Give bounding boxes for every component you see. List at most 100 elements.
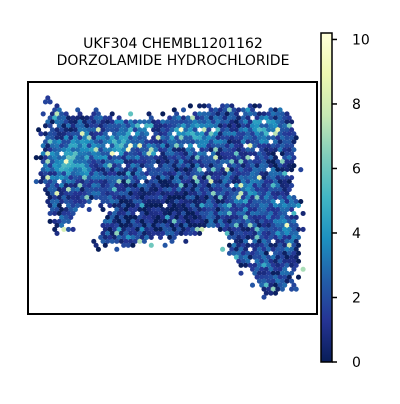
hexbin-cell <box>42 187 49 193</box>
hexbin-cell <box>65 139 72 145</box>
hexbin-cell <box>263 187 269 193</box>
hexbin-cell <box>187 167 193 173</box>
hexbin-cell <box>284 198 290 205</box>
hexbin-cell <box>123 230 129 236</box>
hexbin-cell <box>151 127 157 133</box>
hexbin-cell <box>247 127 253 133</box>
hexbin-cell <box>240 123 246 129</box>
hexbin-cell <box>252 143 258 149</box>
hexbin-cell <box>245 218 251 225</box>
hexbin-cell <box>217 202 223 209</box>
hexbin-cell <box>116 202 122 209</box>
hexbin-cell <box>289 246 295 252</box>
hexbin-cell <box>263 171 269 177</box>
hexbin-cell <box>185 218 191 225</box>
hexbin-cell <box>128 167 134 173</box>
hexbin-cell <box>286 250 292 256</box>
hexbin-cell <box>132 151 138 157</box>
hexbin-cell <box>121 179 127 185</box>
hexbin-cell <box>224 103 230 109</box>
hexbin-cell <box>146 191 152 197</box>
hexbin-cell <box>160 127 166 133</box>
hexbin-cell <box>201 198 207 205</box>
hexbin-cell <box>279 111 285 117</box>
hexbin-cell <box>187 119 193 125</box>
hexbin-cell <box>256 135 262 141</box>
hexbin-cell <box>238 254 244 260</box>
hexbin-cell <box>84 139 90 145</box>
hexbin-cell <box>141 143 147 149</box>
hexbin-cell <box>132 135 138 141</box>
hexbin-cell <box>243 135 249 141</box>
hexbin-cell <box>151 119 157 125</box>
hexbin-cell <box>243 159 249 165</box>
hexbin-cell <box>52 155 58 161</box>
hexbin-cell <box>180 107 187 113</box>
hexbin-cell <box>233 222 239 228</box>
hexbin-cell <box>185 115 191 121</box>
hexbin-cell <box>84 147 90 153</box>
hexbin-cell <box>289 222 295 228</box>
hexbin-cell <box>238 159 244 165</box>
hexbin-cell <box>203 218 210 225</box>
hexbin-cell <box>123 143 129 149</box>
hexbin-cell <box>49 191 55 197</box>
hexbin-cell <box>109 222 115 228</box>
hexbin-cell <box>82 183 88 189</box>
hexbin-cell <box>272 210 279 217</box>
hexbin-cell <box>72 198 78 205</box>
hexbin-cell <box>187 127 193 133</box>
hexbin-cell <box>238 222 244 228</box>
hexbin-cell <box>259 171 265 177</box>
hexbin-cell <box>224 143 230 149</box>
hexbin-cell <box>180 139 187 145</box>
hexbin-cell <box>185 171 191 177</box>
hexbin-cell <box>185 147 191 153</box>
hexbin-cell <box>176 218 182 225</box>
hexbin-cell <box>109 238 115 244</box>
hexbin-cell <box>137 151 143 157</box>
hexbin-cell <box>201 222 207 228</box>
hexbin-cell <box>82 175 88 181</box>
hexbin-cell <box>215 191 221 197</box>
hexbin-cell <box>56 202 62 209</box>
hexbin-cell <box>272 155 279 161</box>
hexbin-cell <box>47 195 53 201</box>
hexbin-cell <box>79 171 85 177</box>
hexbin-cell <box>95 246 101 252</box>
hexbin-cell <box>107 139 113 145</box>
hexbin-cell <box>128 222 134 228</box>
hexbin-cell <box>222 218 228 225</box>
hexbin-cell <box>139 202 145 209</box>
hexbin-cell <box>121 242 127 248</box>
hexbin-cell <box>42 131 49 137</box>
hexbin-cell <box>47 155 53 161</box>
hexbin-cell <box>277 258 283 264</box>
hexbin-cell <box>180 218 187 225</box>
hexbin-cell <box>160 175 166 181</box>
hexbin-cell <box>54 143 60 149</box>
hexbin-cell <box>167 202 173 209</box>
hexbin-cell <box>91 127 97 133</box>
hexbin-cell <box>249 282 256 288</box>
hexbin-cell <box>153 218 159 225</box>
hexbin-cell <box>160 119 166 125</box>
hexbin-cell <box>180 187 187 193</box>
hexbin-cell <box>224 175 230 181</box>
hexbin-cell <box>279 198 285 205</box>
hexbin-cell <box>100 151 106 157</box>
hexbin-cell <box>256 151 262 157</box>
hexbin-cell <box>77 183 83 189</box>
hexbin-cell <box>183 175 189 181</box>
hexbin-cell <box>70 163 76 169</box>
hexbin-cell <box>201 214 207 221</box>
hexbin-cell <box>128 119 134 125</box>
hexbin-cell <box>249 163 256 169</box>
hexbin-cell <box>95 183 101 189</box>
hexbin-cell <box>40 167 46 173</box>
hexbin-cell <box>114 175 120 181</box>
hexbin-cell <box>68 183 74 189</box>
hexbin-cell <box>192 111 198 117</box>
hexbin-cell <box>256 111 262 117</box>
hexbin-cell <box>215 119 221 125</box>
